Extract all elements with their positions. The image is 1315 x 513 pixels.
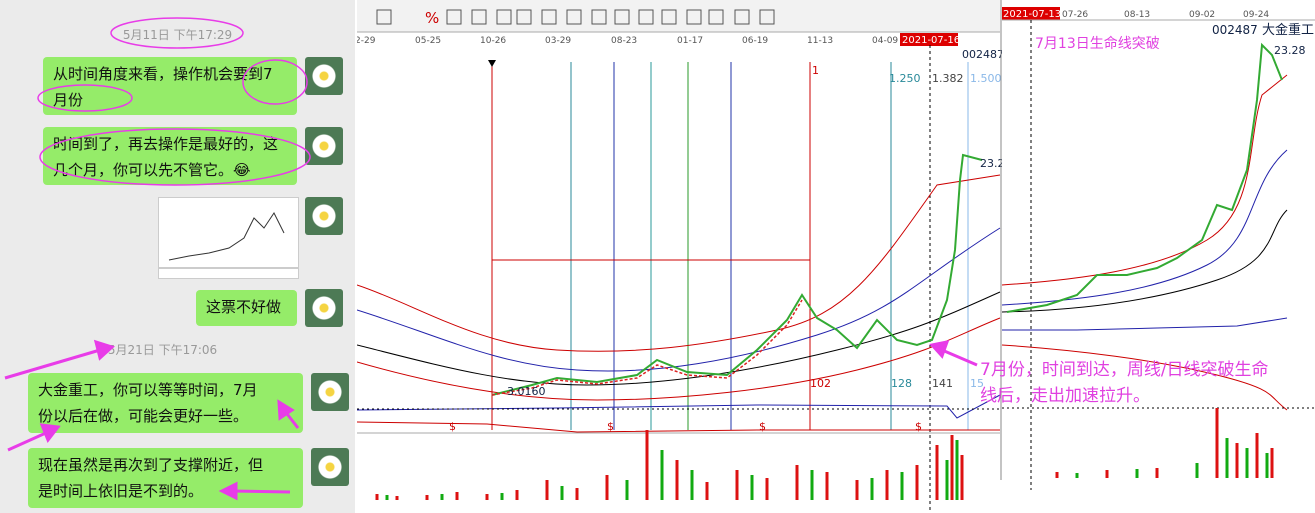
- side-volume: [1075, 438, 1269, 478]
- message-line: 份以后在做，可能会更好一些。: [38, 407, 249, 425]
- marker: $: [759, 420, 766, 433]
- message-line: 大金重工，你可以等等时间，7月: [38, 381, 258, 399]
- date-label: 07-26: [1062, 10, 1088, 20]
- toolbar-percent[interactable]: %: [425, 9, 439, 27]
- time-lines: [488, 45, 969, 513]
- volume-bars: [375, 430, 964, 500]
- side-annotation: 7月13日生命线突破: [1035, 35, 1160, 52]
- count-label: 15: [970, 377, 984, 390]
- message-line: 是时间上依旧是不到的。: [38, 482, 204, 500]
- message-line: 时间到了，再去操作是最好的，这: [53, 135, 279, 153]
- date-label: 06-19: [742, 36, 768, 46]
- date-label-current: 2021-07-13: [1003, 9, 1061, 20]
- image-thumbnail[interactable]: [158, 197, 299, 279]
- message-line: 现在虽然是再次到了支撑附近，但: [38, 456, 264, 474]
- main-chart-bg: [357, 0, 1000, 513]
- count-label: 102: [810, 377, 831, 390]
- bands: [357, 174, 1001, 433]
- annotation-line: 线后，走出加速拉升。: [980, 386, 1150, 406]
- date-label: 08-13: [1124, 10, 1150, 20]
- stock-name: 大金重工: [1262, 22, 1314, 38]
- side-date-axis: 2021-07-13 07-26 08-13 09-02 09-24: [1003, 9, 1269, 20]
- message: 从时间角度来看，操作机会要到7 月份: [43, 57, 297, 115]
- low-price: 3.0160: [507, 385, 546, 398]
- fib-label: 1.500: [970, 72, 1002, 85]
- main-annotation: 7月份，时间到达，周线/日线突破生命 线后，走出加速拉升。: [980, 360, 1269, 406]
- annotation-arrow: [929, 340, 978, 367]
- fib-labels: 1 1.250 1.382 1.500 102 128 141 15: [810, 64, 1002, 390]
- volume-bars: [385, 440, 959, 500]
- message-line: 几个月，你可以先不管它。😂: [53, 161, 251, 179]
- message-line: 这票不好做: [206, 298, 282, 316]
- toolbar: [357, 0, 1000, 32]
- toolbar-icons: [376, 9, 775, 25]
- timestamp: 5月11日 下午17:29: [122, 28, 233, 42]
- avatar: [305, 57, 343, 95]
- high-price: 23.2: [980, 157, 1005, 170]
- date-label: 09-02: [1189, 10, 1215, 20]
- date-label: 09-24: [1243, 10, 1269, 20]
- avatar: [305, 197, 343, 235]
- message: 这票不好做: [196, 290, 297, 326]
- date-label: 03-29: [545, 36, 571, 46]
- stock-code: 002487: [962, 48, 1004, 61]
- count-label: 128: [891, 377, 912, 390]
- markers: $ $ $ $: [449, 420, 922, 433]
- fib-label: 1.250: [889, 72, 921, 85]
- message: 大金重工，你可以等等时间，7月 份以后在做，可能会更好一些。: [28, 373, 303, 433]
- date-label: 2-29: [357, 36, 376, 46]
- date-label: 05-25: [415, 36, 441, 46]
- timestamp: 5月21日 下午17:06: [107, 343, 218, 357]
- message: 时间到了，再去操作是最好的，这 几个月，你可以先不管它。😂: [43, 127, 297, 185]
- avatar: [311, 373, 349, 411]
- chat-panel: 5月11日 下午17:29 从时间角度来看，操作机会要到7 月份 时间到了，再去…: [0, 0, 355, 513]
- date-label: 10-26: [480, 36, 506, 46]
- side-volume: [1055, 408, 1274, 478]
- avatar: [305, 289, 343, 327]
- stock-code: 002487: [1212, 23, 1258, 37]
- date-label: 11-13: [807, 36, 833, 46]
- high-price: 23.28: [1274, 44, 1306, 57]
- date-label: 01-17: [677, 36, 703, 46]
- count-label: 141: [932, 377, 953, 390]
- side-chart-bg: [1002, 0, 1315, 513]
- marker: $: [607, 420, 614, 433]
- message-line: 从时间角度来看，操作机会要到7: [53, 65, 273, 83]
- price-path-up: [491, 299, 803, 396]
- side-price-path: [1006, 42, 1283, 313]
- marker: $: [449, 420, 456, 433]
- date-label-current: 2021-07-16: [902, 35, 960, 46]
- avatar: [305, 127, 343, 165]
- avatar: [311, 448, 349, 486]
- side-bands: [1001, 74, 1315, 411]
- charts: % 2-29 05-25 10-26 03-29 08-23 01-17 06-…: [357, 0, 1315, 513]
- annotation-line: 7月份，时间到达，周线/日线突破生命: [980, 360, 1269, 380]
- fib-label: 1.382: [932, 72, 964, 85]
- date-label: 04-09: [872, 36, 898, 46]
- message-line: 月份: [53, 91, 84, 109]
- message: 现在虽然是再次到了支撑附近，但 是时间上依旧是不到的。: [28, 448, 303, 508]
- thumbnail-chart: [159, 212, 298, 269]
- marker: $: [915, 420, 922, 433]
- date-label: 08-23: [611, 36, 637, 46]
- fib-label: 1: [812, 64, 819, 77]
- price-path: [491, 153, 983, 396]
- date-axis: 2-29 05-25 10-26 03-29 08-23 01-17 06-19…: [357, 33, 960, 46]
